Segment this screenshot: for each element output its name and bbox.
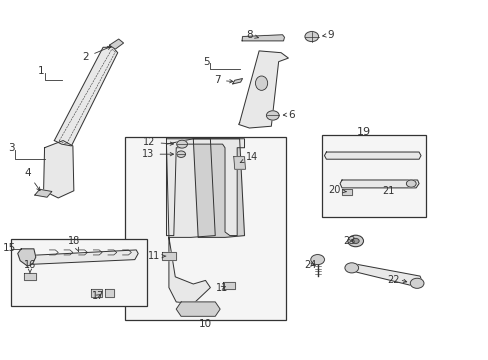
Text: 13: 13 [142,149,173,159]
Polygon shape [176,302,220,316]
Polygon shape [222,282,234,289]
Text: 17: 17 [92,291,104,301]
Text: 14: 14 [240,152,257,163]
Polygon shape [166,139,215,237]
Text: 11: 11 [148,251,165,261]
Text: 20: 20 [327,185,346,195]
Polygon shape [168,237,210,304]
Text: 10: 10 [199,319,212,329]
Circle shape [351,238,358,243]
Text: 4: 4 [24,168,40,190]
Text: 12: 12 [143,138,173,147]
Text: 15: 15 [3,243,16,253]
Bar [11,239,147,306]
Circle shape [406,180,415,187]
Text: 19: 19 [356,127,370,136]
Polygon shape [341,189,351,195]
Text: 2: 2 [82,46,111,62]
Text: 21: 21 [382,186,394,197]
Polygon shape [91,289,102,297]
Circle shape [176,151,185,157]
Polygon shape [54,47,118,146]
Bar [125,137,285,320]
Circle shape [176,140,187,148]
Text: 3: 3 [8,143,15,153]
Circle shape [344,263,358,273]
Circle shape [347,235,363,247]
Circle shape [310,255,324,265]
Polygon shape [232,78,242,84]
Text: 23: 23 [343,236,355,246]
Polygon shape [104,289,114,297]
Polygon shape [30,250,138,264]
Text: 6: 6 [288,110,294,120]
Text: 11: 11 [216,283,228,293]
Polygon shape [43,140,74,198]
Ellipse shape [255,76,267,90]
Circle shape [266,111,279,120]
Polygon shape [18,249,36,266]
Text: 5: 5 [203,57,209,67]
Text: 9: 9 [327,31,333,40]
Polygon shape [24,273,36,280]
Polygon shape [233,157,245,169]
Text: 24: 24 [304,260,316,270]
Polygon shape [166,139,244,235]
Polygon shape [238,51,288,128]
Polygon shape [35,189,52,197]
Polygon shape [109,39,123,49]
Polygon shape [324,152,420,159]
Polygon shape [339,180,418,188]
Text: 1: 1 [37,66,44,76]
Circle shape [305,32,318,41]
Text: 22: 22 [386,275,399,285]
Text: 18: 18 [67,236,80,251]
Polygon shape [193,139,244,237]
Polygon shape [242,35,284,41]
Polygon shape [346,264,422,286]
Polygon shape [161,252,176,260]
Bar [321,135,426,217]
Text: 8: 8 [245,30,258,40]
Text: 16: 16 [24,260,36,273]
Circle shape [409,278,423,288]
Text: 7: 7 [214,75,232,85]
